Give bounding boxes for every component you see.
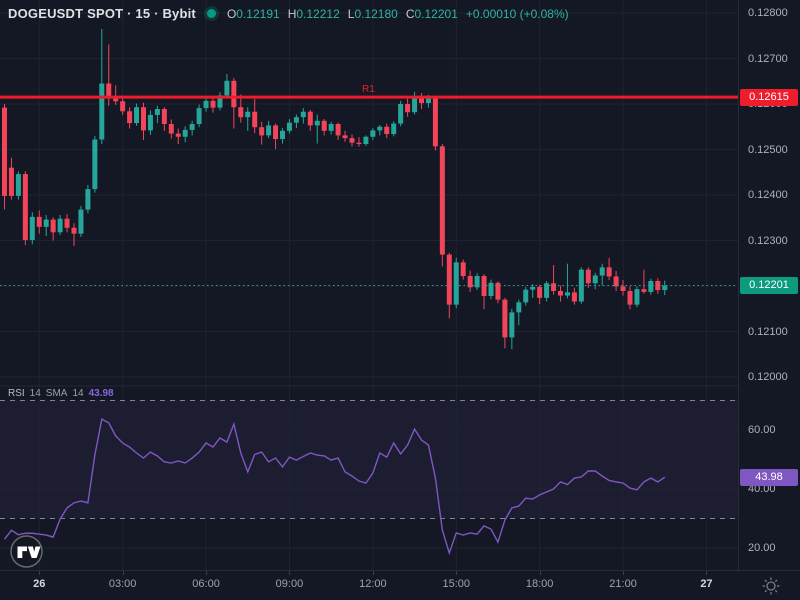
open-value: 0.12191 [236, 6, 280, 21]
rsi-line [3, 418, 666, 556]
close-value: 0.12201 [414, 6, 458, 21]
price-axis-label: 0.12400 [748, 189, 788, 201]
price-axis-label: 0.12300 [748, 234, 788, 247]
time-axis-tick [456, 571, 458, 575]
high-value: 0.12212 [296, 6, 340, 21]
data-status-dot-icon [206, 9, 216, 18]
rsi-value: 43.98 [88, 388, 114, 399]
high-label: H [287, 6, 297, 21]
price-axis-label: 0.12500 [748, 143, 788, 156]
rsi-axis-label: 20.00 [748, 542, 776, 554]
time-axis-tick [122, 571, 124, 575]
rsi-sma-label: SMA [45, 388, 68, 399]
time-axis-label: 03:00 [108, 578, 137, 590]
chart-header: DOGEUSDT SPOT · 15 · Bybit O0.12191 H0.1… [8, 6, 569, 21]
chart-canvas[interactable]: R1 [0, 0, 738, 570]
sun-icon[interactable] [760, 575, 782, 600]
open-label: O [226, 6, 237, 21]
change-value: +0.00010 (+0.08%) [465, 6, 569, 21]
r1-price-badge: 0.12615 [740, 88, 798, 106]
time-axis-tick [623, 571, 625, 575]
price-axis-label: 0.12000 [748, 371, 788, 383]
rsi-indicator-legend[interactable]: RSI 14 SMA 14 43.98 [8, 388, 117, 400]
symbol-title[interactable]: DOGEUSDT SPOT · 15 · Bybit [8, 6, 196, 21]
price-axis-label: 0.12800 [748, 7, 788, 19]
price-axis-label: 0.12100 [748, 325, 788, 338]
time-axis-tick [39, 571, 41, 575]
time-axis-label: 12:00 [359, 578, 387, 590]
rsi-name: RSI [8, 388, 25, 399]
rsi-band [0, 400, 738, 519]
time-axis-tick [539, 571, 541, 575]
candlestick-layer [2, 28, 668, 350]
ohlc-readout: O0.12191 H0.12212 L0.12180 C0.12201 +0.0… [227, 7, 569, 21]
last-price-badge: 0.12201 [740, 277, 798, 295]
time-axis-label: 27 [700, 578, 713, 590]
time-axis[interactable]: 26 03:00 06:00 09:00 12:00 15:00 18:00 21:00 27 [0, 570, 800, 600]
time-axis-label: 09:00 [275, 578, 304, 590]
rsi-length: 14 [29, 388, 41, 399]
time-axis-label: 26 [33, 578, 46, 590]
time-axis-tick [372, 571, 374, 575]
time-axis-tick [206, 571, 208, 575]
price-axis-label: 0.12700 [748, 52, 788, 65]
time-axis-tick [706, 571, 708, 575]
rsi-value-badge: 43.98 [740, 468, 798, 486]
time-axis-label: 18:00 [525, 578, 554, 590]
price-axis[interactable]: 20.0040.0060.000.120000.121000.122000.12… [738, 0, 800, 570]
rsi-axis-label: 40.00 [748, 483, 776, 495]
time-axis-label: 15:00 [442, 578, 471, 590]
r1-line-label: R1 [362, 84, 375, 95]
rsi-sma-length: 14 [72, 388, 84, 399]
close-label: C [405, 6, 415, 21]
tradingview-logo-icon[interactable] [10, 535, 43, 573]
low-label: L [347, 6, 355, 21]
time-axis-tick [289, 571, 291, 575]
time-axis-label: 21:00 [609, 578, 637, 590]
low-value: 0.12180 [354, 6, 398, 21]
rsi-axis-label: 60.00 [748, 424, 776, 436]
time-axis-label: 06:00 [192, 578, 220, 590]
